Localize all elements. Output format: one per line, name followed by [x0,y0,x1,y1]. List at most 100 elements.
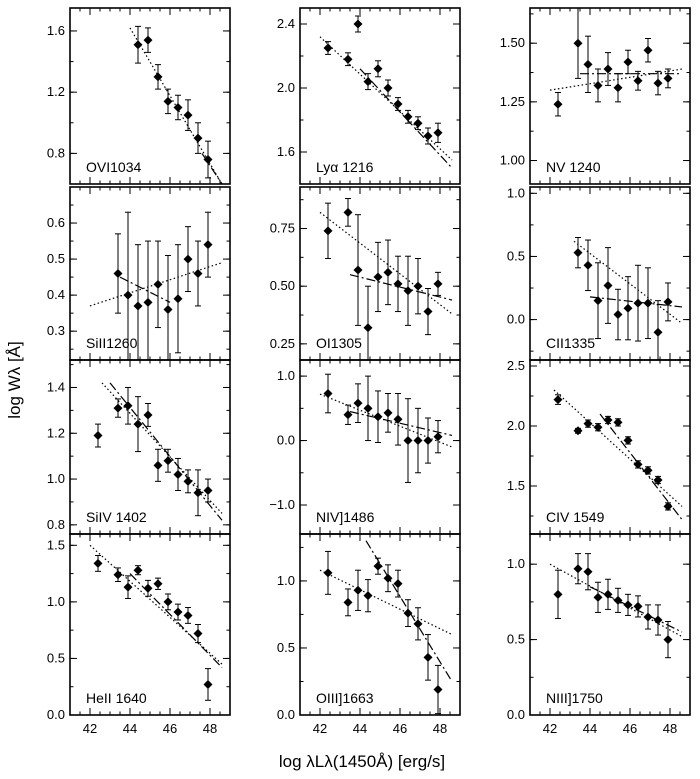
data-point [153,579,163,589]
data-point [153,279,163,289]
y-tick-label: 0.5 [47,251,65,266]
fit-line-dotted [573,240,683,324]
y-tick-label: 1.0 [277,573,295,588]
y-tick-label: 2.0 [277,80,295,95]
y-tick-label: −1.0 [269,497,295,512]
y-tick-label: 0.5 [47,650,65,665]
data-point [123,290,133,300]
data-point [433,432,443,442]
panel: 0.0 0.5 1.0 1.5 HeII 1640 [47,533,231,722]
data-point [393,279,403,289]
data-point [583,59,593,69]
fit-line-dotted [553,389,683,507]
data-point [183,110,193,120]
y-tick-label: 0.5 [507,248,525,263]
data-point [423,131,433,141]
data-point [153,72,163,82]
data-point [413,436,423,446]
y-tick-label: 2.5 [507,358,525,373]
data-point [433,128,443,138]
x-tick-label: 42 [83,721,97,736]
data-point [413,619,423,629]
data-point [413,118,423,128]
data-point [653,327,663,337]
data-point [603,589,613,599]
panel-frame [299,359,461,535]
data-point [573,426,583,436]
panel-frame [69,533,231,716]
fit-line-dotted [319,211,453,315]
data-point [363,591,373,601]
x-tick-label: 44 [583,721,597,736]
data-point [383,573,393,583]
data-point [373,64,383,74]
data-point [423,652,433,662]
y-tick-label: 1.00 [500,153,525,168]
data-point [623,57,633,67]
data-point [613,417,623,427]
y-tick-label: 1.0 [507,556,525,571]
data-point [363,77,373,87]
panel-frame [529,7,691,185]
data-point [663,297,673,307]
data-point [553,395,563,405]
data-point [173,102,183,112]
data-point [553,99,563,109]
data-point [193,629,203,639]
data-point [193,488,203,498]
data-point [133,419,143,429]
y-tick-label: 0.75 [270,221,295,236]
data-point [173,294,183,304]
data-point [403,112,413,122]
data-point [393,579,403,589]
panel: −1.0 0.0 1.0 NIV]1486 [269,359,461,535]
y-tick-label: 1.0 [507,185,525,200]
data-point [163,96,173,106]
y-tick-label: 0.8 [47,517,65,532]
data-point [643,298,653,308]
y-tick-label: 1.5 [47,537,65,552]
data-point [163,597,173,607]
y-tick-label: 0.5 [507,632,525,647]
data-point [353,265,363,275]
data-point [633,459,643,469]
data-point [603,415,613,425]
x-tick-label: 48 [663,721,677,736]
x-tick-label: 44 [353,721,367,736]
x-tick-label: 42 [313,721,327,736]
y-tick-label: 1.0 [277,368,295,383]
x-axis-label: log λLλ(1450Å) [erg/s] [279,752,445,771]
data-point [93,431,103,441]
x-tick-labels: 42 44 46 48 42 44 46 48 42 44 46 48 [83,721,677,736]
y-tick-label: 0.0 [507,707,525,722]
y-tick-label: 0.50 [270,278,295,293]
fit-line-dashed [599,413,683,520]
y-tick-label: 0.0 [47,707,65,722]
data-point [583,260,593,270]
fit-line-dashed [359,68,453,169]
x-tick-label: 46 [163,721,177,736]
y-tick-label: 1.6 [277,144,295,159]
fit-line-dashed [129,573,223,668]
data-point [323,389,333,399]
y-tick-label: 2.4 [277,16,295,31]
data-point [623,303,633,313]
data-point [403,608,413,618]
fit-line-dotted [319,36,453,161]
data-point [413,281,423,291]
x-tick-label: 46 [623,721,637,736]
data-point [613,595,623,605]
fit-line-dashed [365,540,453,682]
y-tick-label: 0.6 [47,215,65,230]
data-point [623,600,633,610]
data-point [403,436,413,446]
data-point [393,414,403,424]
panel: 1.6 2.0 2.4 Lyα 1216 [277,7,461,185]
data-point [163,456,173,466]
data-point [643,45,653,55]
fit-line-dashed [349,274,453,301]
y-tick-label: 1.5 [507,478,525,493]
panel: 0.0 0.5 1.0 NIII]1750 [507,533,691,722]
y-tick-label: 1.0 [47,594,65,609]
panel-label: NV 1240 [546,159,601,175]
